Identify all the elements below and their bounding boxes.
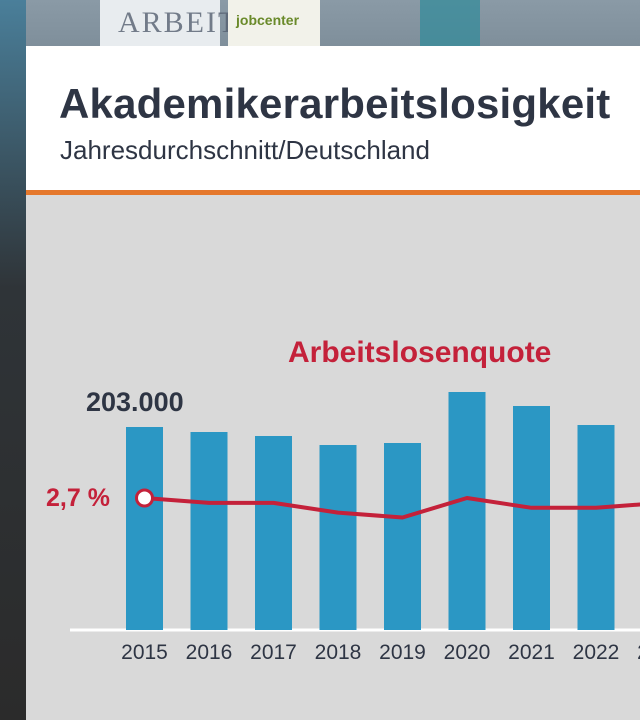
bar-value-label-2015: 203.000 (86, 387, 184, 417)
background-sign-text: ARBEIT (118, 6, 239, 39)
background-jobcenter-sign (228, 0, 320, 46)
x-tick-label-2018: 2018 (315, 641, 362, 664)
chart-card: Akademikerarbeitslosigkeit Jahresdurchsc… (26, 46, 640, 720)
line-point-2015 (135, 488, 154, 508)
chart-title: Akademikerarbeitslosigkeit (59, 80, 611, 127)
background-frame (420, 0, 480, 46)
background-left-strip (0, 0, 26, 720)
bar-2017 (255, 436, 292, 630)
x-tick-label-2019: 2019 (379, 641, 426, 664)
line-series-arbeitslosenquote (144, 496, 640, 520)
x-tick-label-2020: 2020 (444, 641, 491, 664)
x-tick-label-2015: 2015 (121, 641, 168, 664)
bar-2015 (126, 427, 163, 630)
x-tick-label-2021: 2021 (508, 641, 555, 664)
x-tick-label-2022: 2022 (573, 641, 620, 664)
bar-2016 (190, 432, 228, 630)
chart-subtitle: Jahresdurchschnitt/Deutschland (60, 135, 430, 165)
accent-divider (26, 190, 640, 195)
bar-2018 (319, 445, 357, 630)
bar-2022 (577, 425, 615, 630)
background-jobcenter-text: jobcenter (236, 12, 300, 28)
chart-svg: 2015 2016 2017 2018 2019 2020 2021 2022 2023 203.… (46, 336, 640, 664)
line-series-label: Arbeitslosenquote (288, 336, 551, 369)
bar-2019 (384, 443, 421, 630)
background-sign (100, 0, 220, 46)
line-value-label-2015: 2,7 % (46, 484, 110, 512)
x-tick-label-2017: 2017 (250, 641, 297, 664)
x-tick-label-2016: 2016 (186, 641, 233, 664)
x-tick-label-2023: 2023 (637, 641, 640, 664)
plot-area: 2015 2016 2017 2018 2019 2020 2021 2022 2023 203.… (26, 195, 640, 720)
bar-2020 (448, 392, 486, 630)
bar-2021 (513, 406, 550, 630)
